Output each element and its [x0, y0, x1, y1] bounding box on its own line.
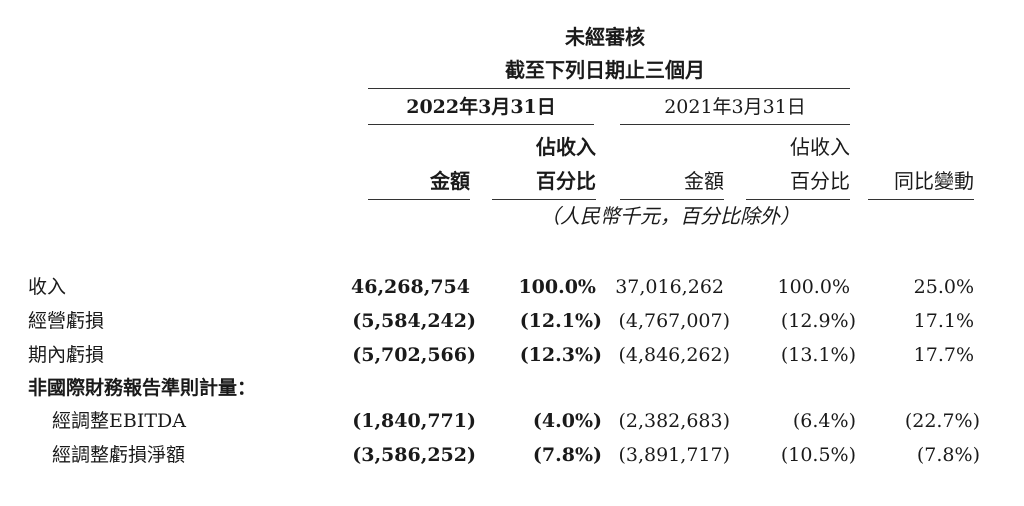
adjusted-ebitda-yoy: (22.7%)	[904, 410, 980, 432]
adjusted-ebitda-2022-amount: (1,840,771)	[352, 410, 476, 432]
adjusted-ebitda-2021-amount: (2,382,683)	[618, 410, 730, 432]
amount-2022-rule	[368, 199, 470, 200]
unit-note: （人民幣千元，百分比除外）	[540, 204, 800, 228]
operating-loss-2021-amount: (4,767,007)	[618, 310, 730, 332]
operating-loss-2021-pct: (12.9%)	[780, 310, 856, 332]
amount-header-2022: 金額	[430, 169, 470, 193]
revenue-2022-pct: 100.0%	[518, 276, 596, 298]
period-loss-2022-amount: (5,702,566)	[352, 344, 476, 366]
audit-status-title: 未經審核	[565, 25, 645, 49]
period-rule	[368, 88, 850, 89]
revenue-2021-amount: 37,016,262	[615, 276, 724, 298]
period-title: 截至下列日期止三個月	[505, 58, 705, 82]
pct-header-2022-line2: 百分比	[536, 169, 596, 193]
row-label-operating-loss: 經營虧損	[28, 310, 105, 332]
yoy-header: 同比變動	[894, 169, 974, 193]
pct-header-2021-line1: 佔收入	[790, 135, 850, 159]
adjusted-net-loss-2021-amount: (3,891,717)	[618, 444, 730, 466]
operating-loss-2022-amount: (5,584,242)	[352, 310, 476, 332]
row-label-period-loss: 期內虧損	[28, 344, 105, 366]
yoy-rule	[868, 199, 974, 200]
operating-loss-yoy: 17.1%	[913, 310, 974, 332]
amount-header-2021: 金額	[684, 169, 724, 193]
revenue-2021-pct: 100.0%	[777, 276, 850, 298]
pct-header-2021-line2: 百分比	[790, 169, 850, 193]
adjusted-ebitda-2022-pct: (4.0%)	[532, 410, 602, 432]
col-2021-rule	[620, 124, 850, 125]
amount-2021-rule	[620, 199, 724, 200]
adjusted-net-loss-2022-pct: (7.8%)	[532, 444, 602, 466]
adjusted-net-loss-2021-pct: (10.5%)	[780, 444, 856, 466]
period-loss-yoy: 17.7%	[913, 344, 974, 366]
col-header-2022: 2022年3月31日	[406, 96, 556, 118]
col-2022-rule	[368, 124, 594, 125]
adjusted-net-loss-2022-amount: (3,586,252)	[352, 444, 476, 466]
non-ifrs-section-label: 非國際財務報告準則計量：	[28, 377, 257, 399]
period-loss-2021-amount: (4,846,262)	[618, 344, 730, 366]
pct-2022-rule	[492, 199, 596, 200]
col-header-2021: 2021年3月31日	[664, 96, 806, 118]
pct-header-2022-line1: 佔收入	[536, 135, 596, 159]
adjusted-net-loss-yoy: (7.8%)	[916, 444, 980, 466]
operating-loss-2022-pct: (12.1%)	[519, 310, 602, 332]
revenue-yoy: 25.0%	[913, 276, 974, 298]
period-loss-2021-pct: (13.1%)	[780, 344, 856, 366]
row-label-revenue: 收入	[28, 276, 67, 298]
pct-2021-rule	[746, 199, 850, 200]
row-label-adjusted-ebitda: 經調整EBITDA	[52, 410, 186, 432]
revenue-2022-amount: 46,268,754	[351, 276, 470, 298]
adjusted-ebitda-2021-pct: (6.4%)	[792, 410, 856, 432]
period-loss-2022-pct: (12.3%)	[519, 344, 602, 366]
row-label-adjusted-net-loss: 經調整虧損淨額	[52, 444, 186, 466]
